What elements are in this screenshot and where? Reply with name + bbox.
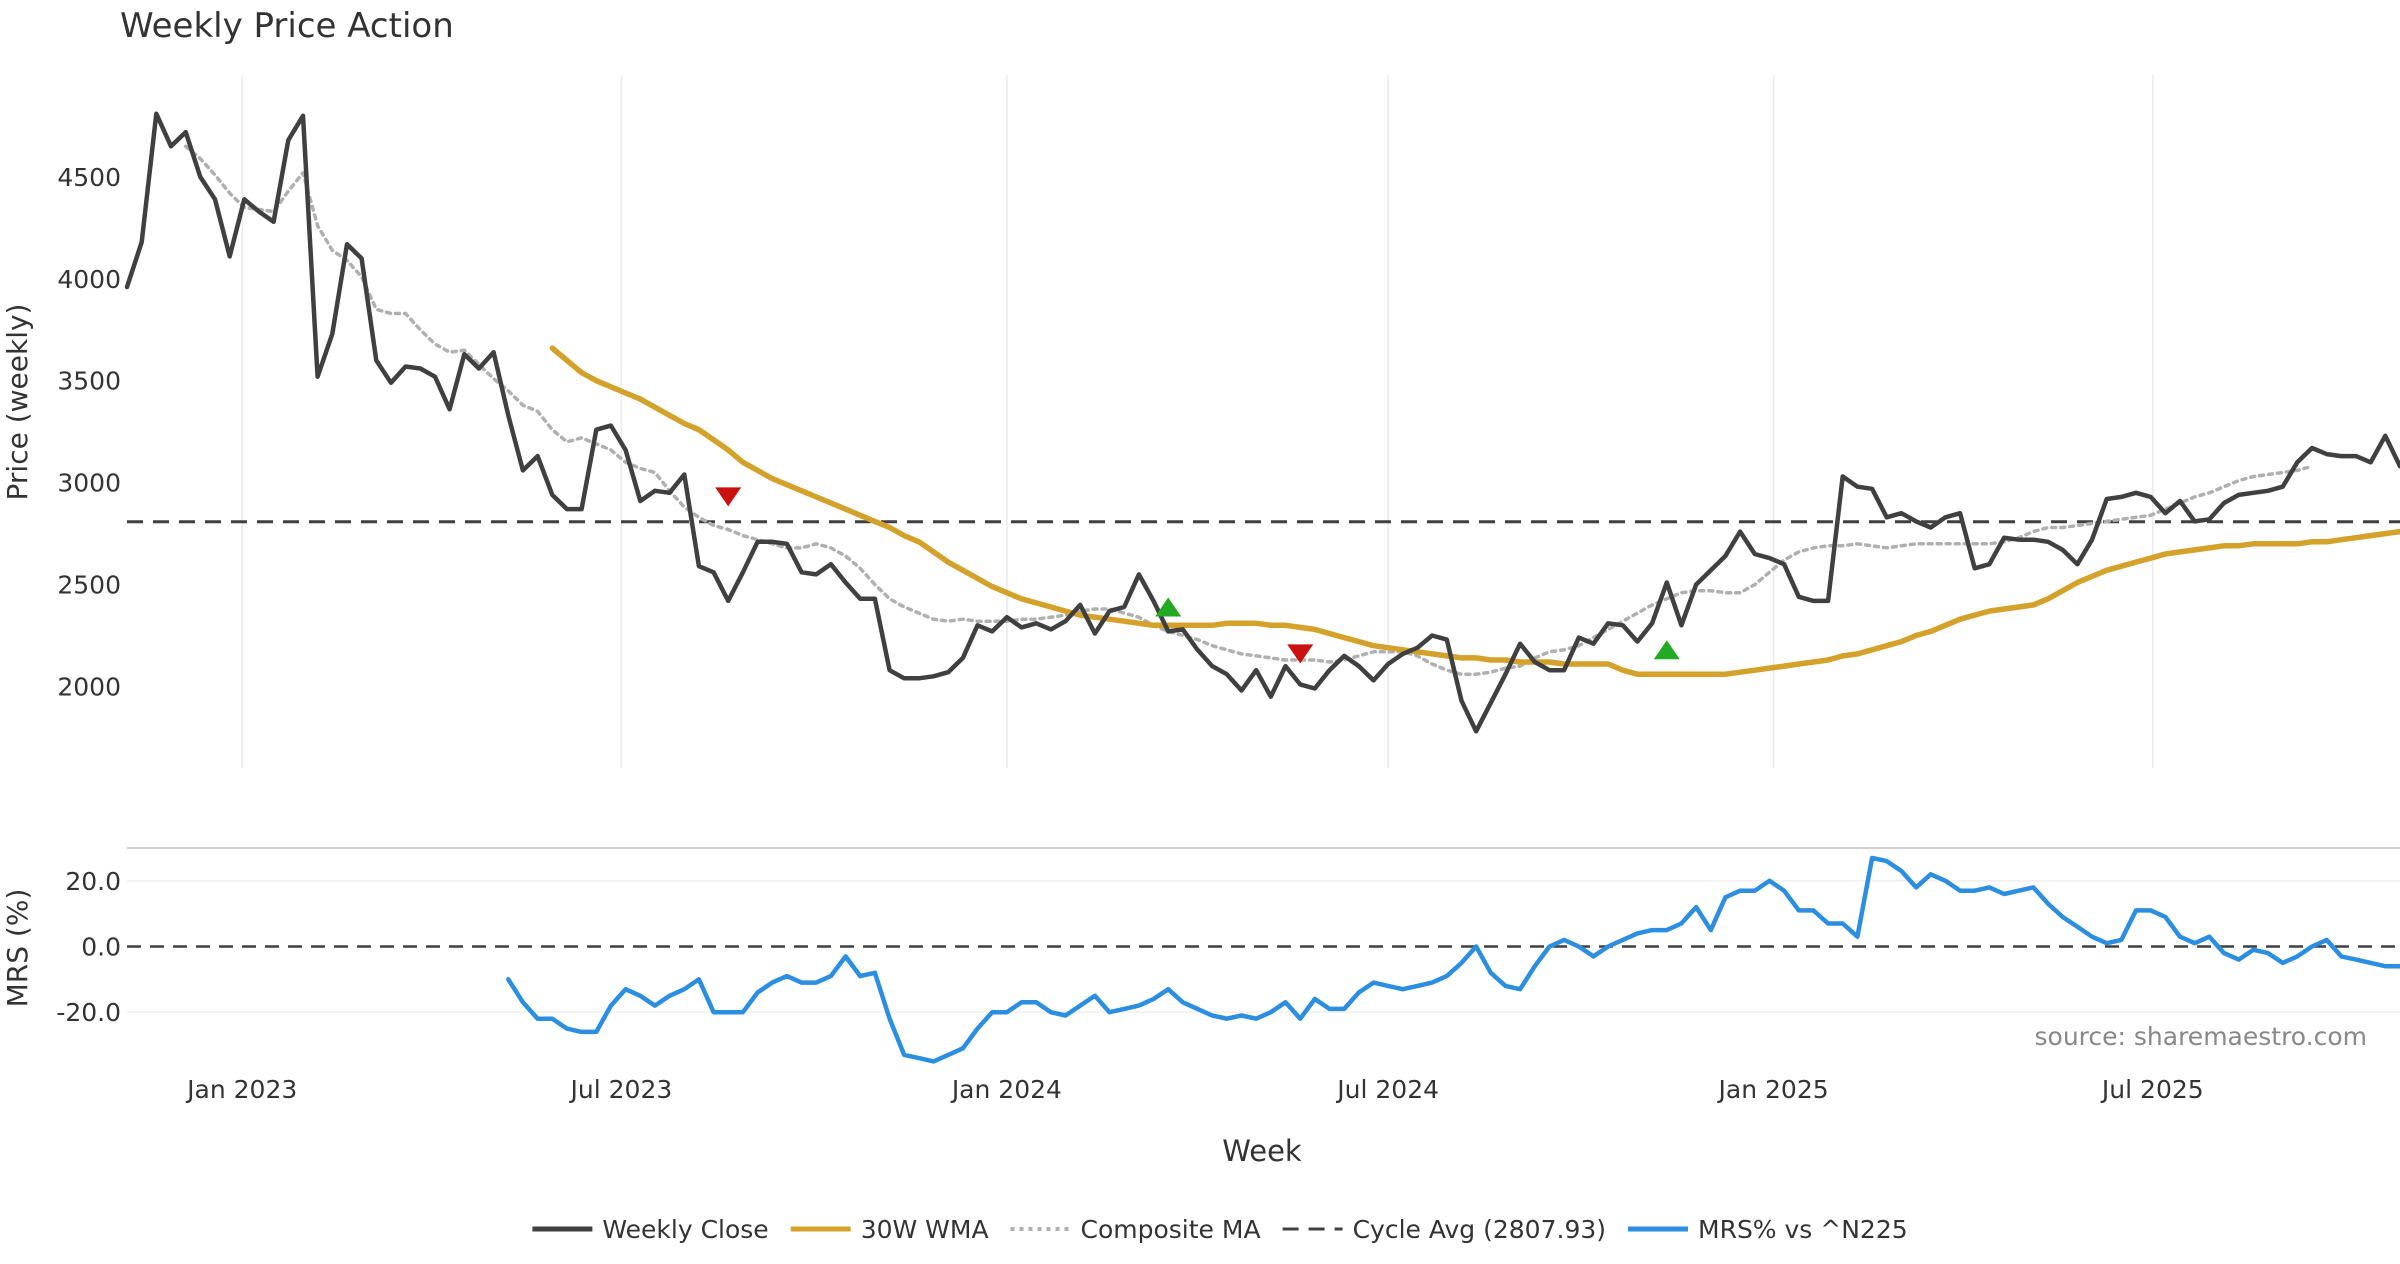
source-note: source: sharemaestro.com [2035,1022,2368,1051]
legend-label-0: Weekly Close [602,1215,768,1244]
x-axis-label: Week [1222,1134,1302,1168]
x-tick-4: Jan 2025 [1717,1075,1829,1104]
legend-item-0: Weekly Close [532,1215,769,1244]
mrs-series [127,855,2400,1064]
legend-item-1: 30W WMA [790,1215,989,1244]
legend-label-3: Cycle Avg (2807.93) [1353,1215,1606,1244]
x-tick-0: Jan 2023 [185,1075,297,1104]
mrs-y-tick-0: -20.0 [56,998,121,1027]
chart-title: Weekly Price Action [120,6,454,46]
sell-signal-marker-2 [1287,644,1314,664]
x-tick-1: Jul 2023 [569,1075,673,1104]
mrs-y-axis-label: MRS (%) [1,889,34,1008]
mrs-y-ticks: -20.0 0.0 20.0 [56,867,121,1027]
legend-item-3: Cycle Avg (2807.93) [1282,1215,1606,1244]
price-grid [241,75,2154,768]
price-y-tick-1: 2500 [57,571,121,600]
price-series [124,111,2400,734]
buy-signal-marker-3 [1653,640,1680,660]
price-y-tick-3: 3500 [57,367,121,396]
x-tick-2: Jan 2024 [950,1075,1062,1104]
price-y-tick-2: 3000 [57,469,121,498]
legend-item-4: MRS% vs ^N225 [1628,1215,1908,1244]
mrs-grid [127,847,2400,1013]
price-y-tick-5: 4500 [57,163,121,192]
series-mrs-0 [506,855,2400,1064]
price-y-ticks: 2000 2500 3000 3500 4000 4500 [57,163,121,702]
sell-signal-marker-0 [715,487,742,507]
buy-signal-marker-1 [1155,597,1182,617]
price-y-axis-label: Price (weekly) [1,304,34,501]
mrs-y-tick-1: 0.0 [81,933,121,962]
series-weekly-close [124,111,2400,734]
x-tick-5: Jul 2025 [2100,1075,2204,1104]
series-composite-ma [183,144,2314,676]
x-tick-3: Jul 2024 [1335,1075,1439,1104]
mrs-y-tick-2: 20.0 [65,867,121,896]
legend: Weekly Close 30W WMA Composite MA Cycle Avg… [532,1215,1908,1244]
price-y-tick-0: 2000 [57,672,121,701]
legend-label-2: Composite MA [1081,1215,1261,1244]
legend-label-4: MRS% vs ^N225 [1698,1215,1908,1244]
price-y-tick-4: 4000 [57,265,121,294]
signal-markers [715,487,1680,664]
series-30w-wma [549,345,2400,677]
legend-label-1: 30W WMA [861,1215,989,1244]
legend-item-2: Composite MA [1010,1215,1261,1244]
x-ticks: Jan 2023 Jul 2023 Jan 2024 Jul 2024 Jan 2025… [185,1075,2203,1104]
